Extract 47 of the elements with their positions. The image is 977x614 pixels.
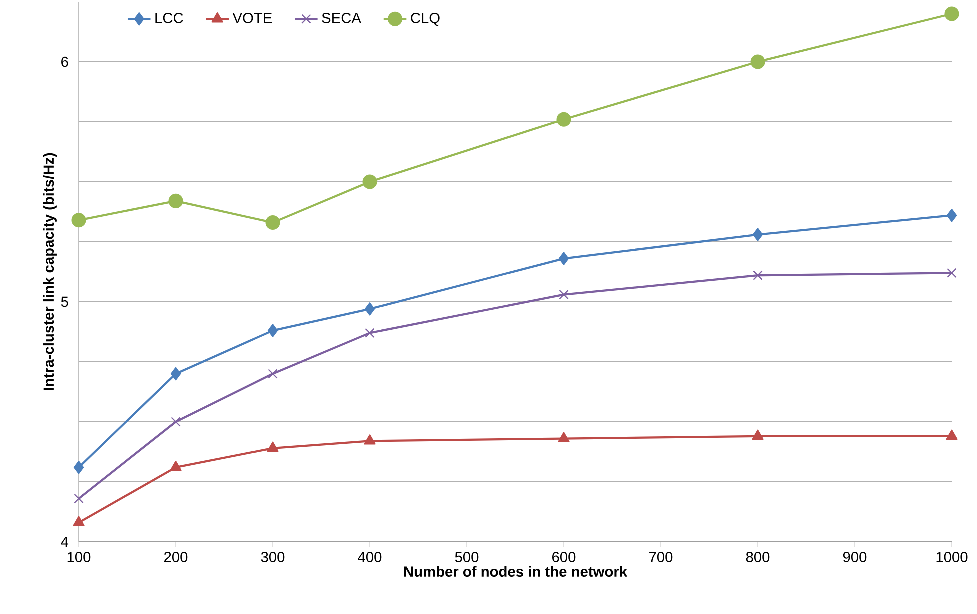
point xyxy=(750,54,766,70)
x-tick-label: 300 xyxy=(261,552,285,562)
legend-label: CLQ xyxy=(411,13,440,26)
point xyxy=(362,174,378,190)
point xyxy=(168,194,184,208)
x-tick-label: 700 xyxy=(650,552,673,562)
point xyxy=(74,494,84,504)
y-tick-label: 4 xyxy=(61,536,69,548)
x-tick-label: 100 xyxy=(68,552,91,562)
point xyxy=(946,430,958,440)
y-tick-label: 5 xyxy=(61,296,68,308)
point xyxy=(170,367,182,381)
legend-label: VOTE xyxy=(232,13,272,24)
point xyxy=(558,252,570,266)
point xyxy=(266,216,280,230)
point xyxy=(267,442,279,452)
point xyxy=(364,434,376,445)
x-tick-label: 500 xyxy=(455,552,479,562)
point xyxy=(72,213,86,228)
point xyxy=(171,417,181,427)
point xyxy=(753,270,763,280)
x-tick-label: 900 xyxy=(843,552,867,562)
x-tick-label: 400 xyxy=(358,552,382,562)
x-tick-label: 1000 xyxy=(936,552,968,562)
point xyxy=(268,369,278,379)
point xyxy=(752,228,764,242)
point xyxy=(558,432,570,442)
point xyxy=(946,208,958,222)
x-axis-title: Number of nodes in the network xyxy=(404,566,628,578)
point xyxy=(559,290,569,300)
point xyxy=(752,430,764,440)
point xyxy=(74,461,84,474)
legend-label: SECA xyxy=(322,13,362,24)
y-axis-title: Intra-cluster link capacity (bits/Hz) xyxy=(43,153,57,390)
point xyxy=(556,112,572,127)
point xyxy=(73,516,85,526)
x-tick-label: 800 xyxy=(746,552,770,562)
point xyxy=(947,268,957,278)
point xyxy=(268,324,278,338)
point xyxy=(365,328,375,338)
x-tick-label: 200 xyxy=(164,552,188,562)
point xyxy=(364,302,376,316)
y-tick-label: 6 xyxy=(62,56,68,68)
point xyxy=(170,461,182,472)
x-tick-label: 600 xyxy=(552,552,576,562)
legend-label: LCC xyxy=(156,13,184,24)
point xyxy=(944,6,960,22)
